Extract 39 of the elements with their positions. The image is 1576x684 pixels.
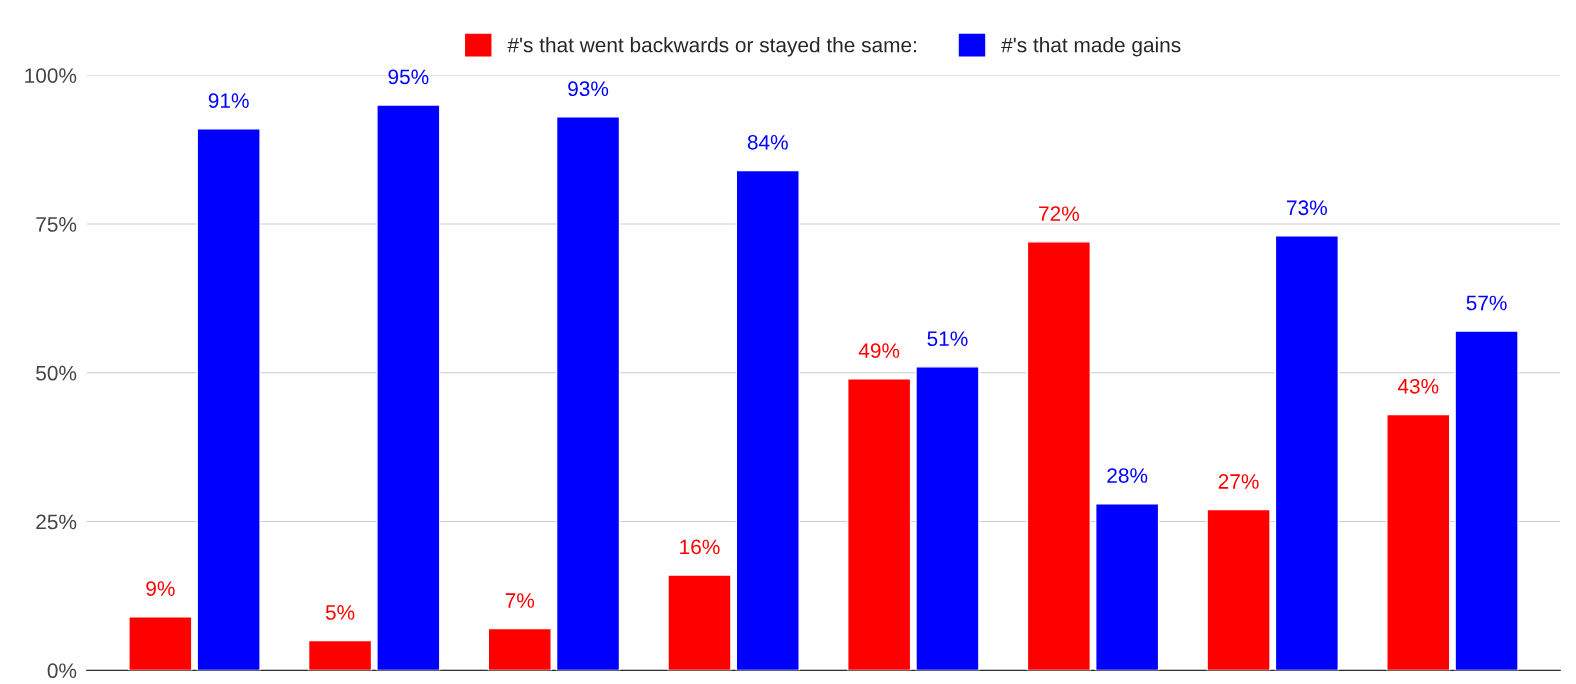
bar (487, 627, 552, 671)
bar (376, 104, 441, 671)
data-label: 27% (1218, 474, 1259, 489)
data-label: 73% (1287, 200, 1327, 216)
data-label: 5% (325, 605, 355, 620)
data-label: 49% (858, 343, 900, 358)
bar (196, 128, 261, 671)
bar (1206, 508, 1271, 671)
y-tick-label: 0% (47, 663, 77, 679)
legend-label: #'s that made gains (1001, 37, 1181, 57)
data-label: 28% (1107, 468, 1148, 483)
y-tick-label: 50% (36, 365, 77, 381)
data-label: 43% (1397, 378, 1439, 394)
y-tick-label: 75% (36, 217, 77, 232)
data-label: 72% (1039, 206, 1079, 221)
bar (1026, 241, 1092, 671)
bar (555, 116, 621, 671)
bar (1095, 503, 1160, 671)
bar (915, 366, 980, 671)
data-label: 91% (208, 93, 249, 109)
data-label: 16% (680, 539, 720, 555)
legend-label: #'s that went backwards or stayed the same: (507, 37, 916, 57)
bar (1454, 330, 1519, 671)
y-tick-label: 25% (36, 514, 77, 530)
data-label: 51% (927, 331, 968, 347)
data-label: 84% (747, 134, 788, 150)
y-tick-label: 100% (25, 68, 77, 83)
data-label: 9% (146, 581, 175, 596)
bar (667, 574, 732, 671)
bar (1386, 413, 1451, 671)
bar (735, 169, 800, 671)
bar (307, 639, 373, 671)
bar (847, 378, 912, 671)
data-label: 57% (1466, 295, 1507, 311)
data-label: 95% (388, 69, 429, 85)
bar (128, 616, 193, 671)
data-label: 93% (568, 81, 609, 97)
bar (1274, 235, 1340, 671)
data-label: 7% (505, 593, 535, 608)
